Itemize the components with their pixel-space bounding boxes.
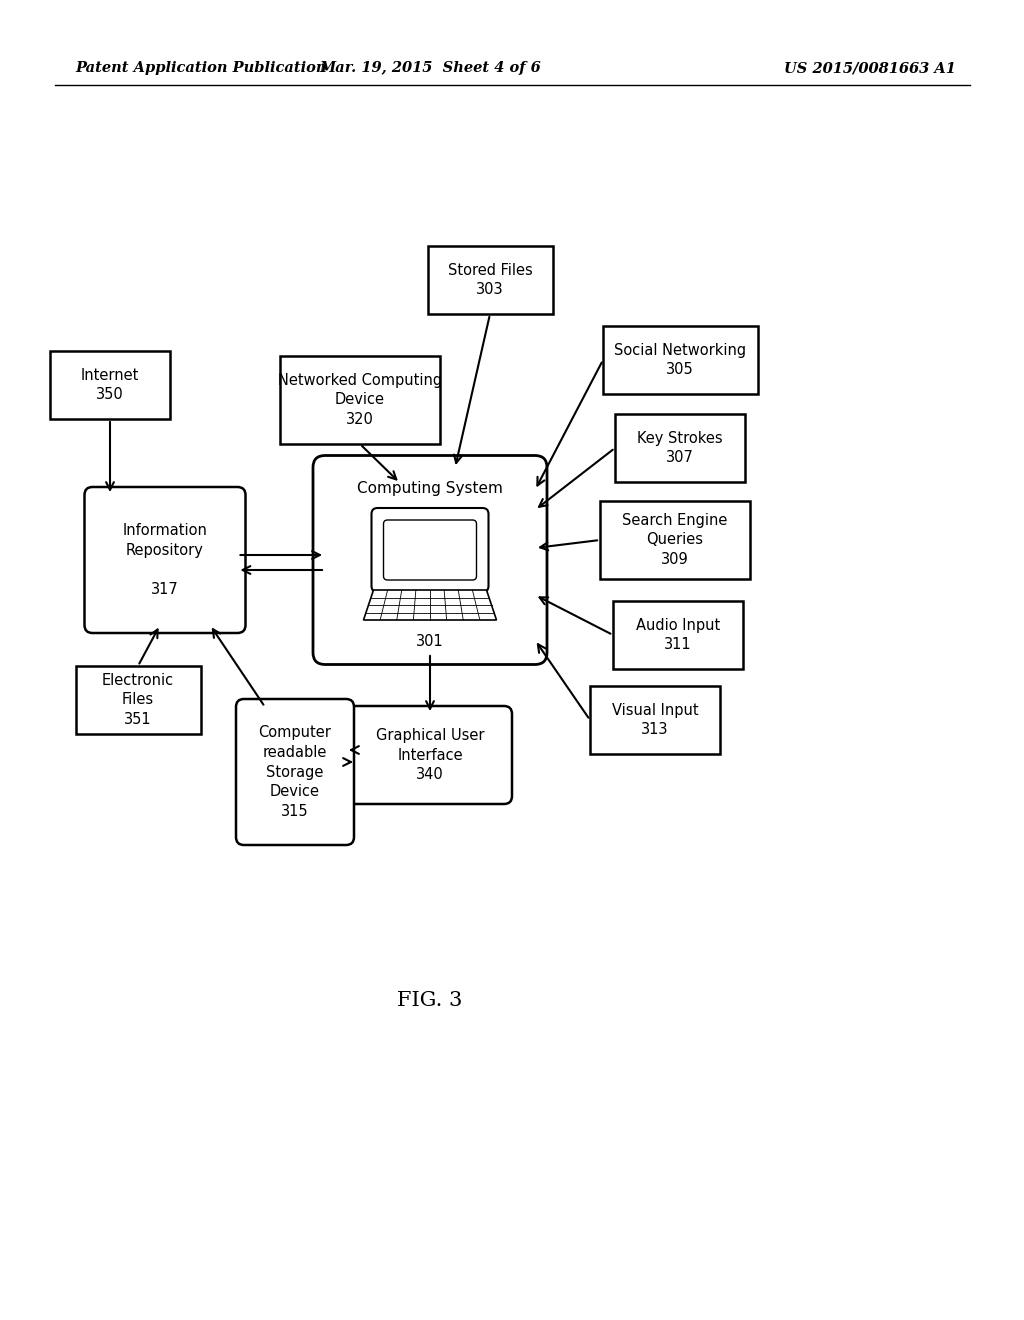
Text: Visual Input
313: Visual Input 313 bbox=[611, 702, 698, 738]
Text: Computing System: Computing System bbox=[357, 480, 503, 495]
Bar bbox=[50, 351, 170, 418]
Text: Stored Files
303: Stored Files 303 bbox=[447, 263, 532, 297]
FancyBboxPatch shape bbox=[372, 508, 488, 591]
Text: Search Engine
Queries
309: Search Engine Queries 309 bbox=[623, 512, 728, 568]
Text: Electronic
Files
351: Electronic Files 351 bbox=[102, 673, 174, 727]
FancyBboxPatch shape bbox=[236, 700, 354, 845]
Bar bbox=[76, 667, 201, 734]
Bar bbox=[600, 502, 750, 579]
Text: Key Strokes
307: Key Strokes 307 bbox=[637, 430, 723, 466]
Text: Audio Input
311: Audio Input 311 bbox=[636, 618, 720, 652]
Text: Information
Repository

317: Information Repository 317 bbox=[123, 523, 208, 597]
Text: Internet
350: Internet 350 bbox=[81, 367, 139, 403]
Text: 301: 301 bbox=[416, 635, 443, 649]
Bar bbox=[613, 601, 743, 669]
Bar bbox=[602, 326, 758, 393]
Bar bbox=[590, 686, 720, 754]
FancyBboxPatch shape bbox=[348, 706, 512, 804]
Text: Networked Computing
Device
320: Networked Computing Device 320 bbox=[278, 372, 442, 428]
Bar bbox=[615, 414, 745, 482]
Text: Computer
readable
Storage
Device
315: Computer readable Storage Device 315 bbox=[259, 725, 332, 820]
Polygon shape bbox=[364, 590, 497, 620]
FancyBboxPatch shape bbox=[85, 487, 246, 634]
Text: Social Networking
305: Social Networking 305 bbox=[614, 343, 746, 378]
Bar bbox=[427, 246, 553, 314]
Text: Mar. 19, 2015  Sheet 4 of 6: Mar. 19, 2015 Sheet 4 of 6 bbox=[319, 61, 541, 75]
Text: Patent Application Publication: Patent Application Publication bbox=[75, 61, 327, 75]
Text: Graphical User
Interface
340: Graphical User Interface 340 bbox=[376, 727, 484, 783]
Bar bbox=[280, 356, 440, 444]
FancyBboxPatch shape bbox=[384, 520, 476, 579]
FancyBboxPatch shape bbox=[313, 455, 547, 664]
Text: FIG. 3: FIG. 3 bbox=[397, 990, 463, 1010]
Text: US 2015/0081663 A1: US 2015/0081663 A1 bbox=[784, 61, 956, 75]
